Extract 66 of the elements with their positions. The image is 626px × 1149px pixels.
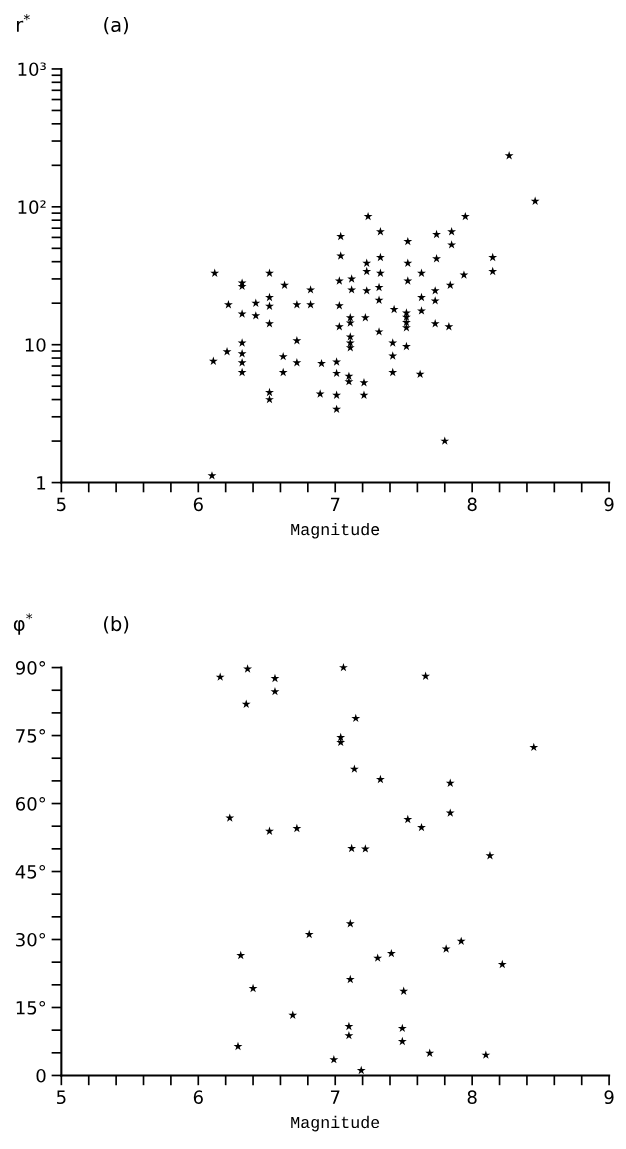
point	[386, 948, 396, 958]
point	[456, 936, 466, 946]
x-tick-label: 7	[330, 1090, 340, 1104]
point	[344, 1030, 354, 1040]
point	[481, 1050, 491, 1059]
point	[288, 1010, 298, 1019]
y-tick-label: 10³	[18, 62, 46, 77]
y-axis-title: r$^{*}$	[16, 14, 30, 32]
point	[497, 959, 507, 969]
point	[345, 918, 355, 928]
point	[349, 764, 359, 773]
y-axis-title: φ$^{*}$	[13, 613, 33, 635]
y-tick-label: 90°	[15, 661, 46, 675]
x-tick-label: 6	[193, 497, 203, 512]
x-tick-label: 5	[57, 497, 66, 512]
point	[292, 823, 302, 833]
point	[441, 944, 451, 953]
point	[373, 953, 383, 962]
x-tick-label: 8	[467, 497, 477, 512]
point	[344, 1021, 354, 1031]
point	[270, 673, 280, 683]
point	[347, 843, 357, 853]
point	[397, 1036, 407, 1046]
x-axis-title: Magnitude	[291, 522, 380, 539]
y-tick-label: 75°	[16, 729, 46, 743]
point	[403, 814, 413, 824]
x-tick-label: 7	[330, 497, 340, 511]
point	[339, 662, 348, 672]
y-tick-label: 1	[37, 476, 46, 490]
y-tick-label: 10²	[18, 200, 46, 214]
point	[345, 974, 355, 984]
chart-title: (a)	[104, 17, 128, 35]
point	[421, 671, 431, 680]
point	[336, 732, 346, 742]
point	[270, 686, 280, 696]
point	[529, 742, 539, 752]
point	[397, 1023, 407, 1033]
point	[236, 950, 246, 960]
point	[445, 778, 455, 787]
x-tick-label: 9	[604, 497, 614, 512]
y-tick-label: 60°	[16, 796, 46, 811]
y-tick-label: 30°	[16, 932, 46, 947]
point	[241, 699, 251, 709]
x-tick-label: 8	[467, 1090, 477, 1105]
x-axis-title: Magnitude	[291, 1115, 380, 1132]
point	[360, 844, 370, 853]
point	[485, 851, 495, 860]
point	[304, 929, 314, 939]
chart-title: (b)	[104, 616, 129, 634]
point	[417, 822, 426, 832]
x-tick-label: 6	[193, 1090, 203, 1105]
y-tick-label: 45°	[15, 864, 46, 879]
point	[425, 1048, 435, 1058]
y-tick-label: 0	[36, 1068, 46, 1083]
point	[248, 983, 258, 993]
y-tick-label: 15°	[16, 1000, 46, 1015]
point	[375, 774, 385, 784]
point	[399, 986, 409, 995]
x-tick-label: 5	[57, 1090, 66, 1105]
point	[243, 664, 253, 673]
x-tick-label: 9	[604, 1090, 614, 1105]
point	[356, 1065, 366, 1075]
point	[329, 1054, 339, 1064]
y-tick-label: 10	[25, 338, 46, 352]
point	[351, 713, 361, 723]
point	[233, 1041, 243, 1051]
